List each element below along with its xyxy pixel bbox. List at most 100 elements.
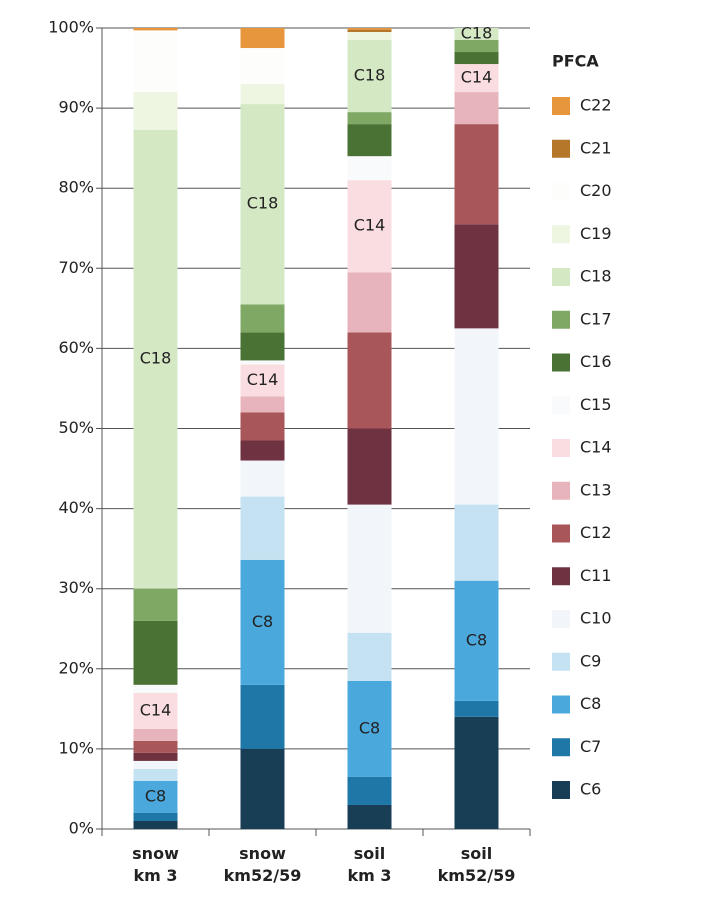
legend-swatch (552, 781, 570, 799)
legend-label: C14 (580, 438, 612, 457)
x-tick-label: soil km52/59 (437, 844, 516, 885)
legend-label: C18 (580, 267, 612, 286)
bar-segment (133, 812, 178, 821)
bar-segment (133, 780, 178, 813)
legend-label: C22 (580, 96, 612, 115)
bar-segment (133, 760, 178, 769)
legend-label: C7 (580, 737, 601, 756)
legend-label: C17 (580, 309, 612, 328)
bar-segment (347, 428, 392, 505)
legend-label: C13 (580, 480, 612, 499)
segment-label: C14 (461, 68, 493, 87)
segment-label: C8 (466, 630, 487, 649)
legend-swatch (552, 439, 570, 457)
legend-swatch (552, 225, 570, 244)
segment-label: C18 (247, 194, 279, 213)
bar-segment (454, 328, 499, 505)
y-tick-label: 90% (58, 98, 94, 117)
legend-swatch (552, 610, 570, 628)
bar-segment (240, 332, 285, 361)
bar-segment (133, 620, 178, 685)
legend-label: C12 (580, 523, 612, 542)
legend-label: C6 (580, 780, 601, 799)
bar-segment (133, 30, 178, 93)
legend-swatch (552, 481, 570, 500)
bar-segment (454, 504, 499, 581)
legend-swatch (552, 567, 570, 586)
legend-swatch (552, 97, 570, 115)
segment-label: C8 (359, 718, 380, 737)
segment-label: C18 (140, 349, 172, 368)
legend-label: C11 (580, 566, 612, 585)
bar-segment (454, 52, 499, 65)
bar-segment (240, 104, 285, 305)
legend-swatch (552, 652, 570, 671)
bar-segment (347, 180, 392, 273)
x-tick-label: snow km52/59 (223, 844, 302, 885)
y-tick-label: 10% (58, 738, 94, 757)
bar-segment (454, 92, 499, 125)
legend-swatch (552, 310, 570, 329)
bar-segment (133, 129, 178, 589)
bar-segment (240, 440, 285, 461)
segment-label: C8 (145, 786, 166, 805)
legend-swatch (552, 353, 570, 372)
legend-swatch (552, 738, 570, 757)
bar-segment (240, 684, 285, 749)
legend-label: C16 (580, 352, 612, 371)
x-tick-label: snow km 3 (132, 844, 179, 885)
bar-segment (133, 692, 178, 729)
bar-segment (347, 28, 392, 30)
bar-segment (347, 29, 392, 33)
bar-segment (240, 48, 285, 85)
bar-segment (454, 28, 499, 41)
bar-segment (133, 728, 178, 741)
y-tick-label: 80% (58, 178, 94, 197)
legend-label: C19 (580, 224, 612, 243)
bar-segment (454, 716, 499, 829)
bar-segment (454, 124, 499, 225)
bar-segment (347, 632, 392, 681)
bar-segment (240, 460, 285, 497)
segment-label: C18 (461, 24, 493, 43)
y-tick-label: 60% (58, 338, 94, 357)
bar-segment (347, 40, 392, 113)
bar-segment (347, 680, 392, 777)
y-tick-label: 70% (58, 258, 94, 277)
bar-segment (240, 412, 285, 441)
bar-segment (347, 332, 392, 429)
bar-segment (240, 84, 285, 105)
bar-segment (240, 496, 285, 560)
y-tick-label: 20% (58, 658, 94, 677)
bar-segment (454, 40, 499, 53)
bar-segment (347, 804, 392, 829)
bar-segment (133, 820, 178, 829)
bar-segment (133, 28, 178, 31)
bar-segment (347, 272, 392, 333)
bar-segment (347, 112, 392, 125)
legend-swatch (552, 139, 570, 158)
y-tick-label: 50% (58, 418, 94, 437)
bar-segment (347, 124, 392, 157)
legend-label: C9 (580, 651, 601, 670)
bar-segment (347, 504, 392, 633)
segment-label: C14 (247, 370, 279, 389)
y-tick-label: 0% (69, 819, 94, 838)
segment-label: C18 (354, 66, 386, 85)
legend-title: PFCA (552, 52, 599, 71)
legend-label: C21 (580, 138, 612, 157)
y-tick-label: 30% (58, 578, 94, 597)
bar-segment (454, 64, 499, 93)
y-tick-label: 100% (48, 18, 94, 37)
bar-segment (133, 684, 178, 693)
bar-segment (240, 360, 285, 365)
bar-segment (133, 588, 178, 621)
bar-segment (347, 156, 392, 181)
bar-segment (133, 740, 178, 753)
bar-segment (240, 748, 285, 829)
bar-segment (454, 224, 499, 329)
bar-segment (240, 559, 285, 685)
legend-label: C15 (580, 395, 612, 414)
bar-segment (133, 752, 178, 761)
